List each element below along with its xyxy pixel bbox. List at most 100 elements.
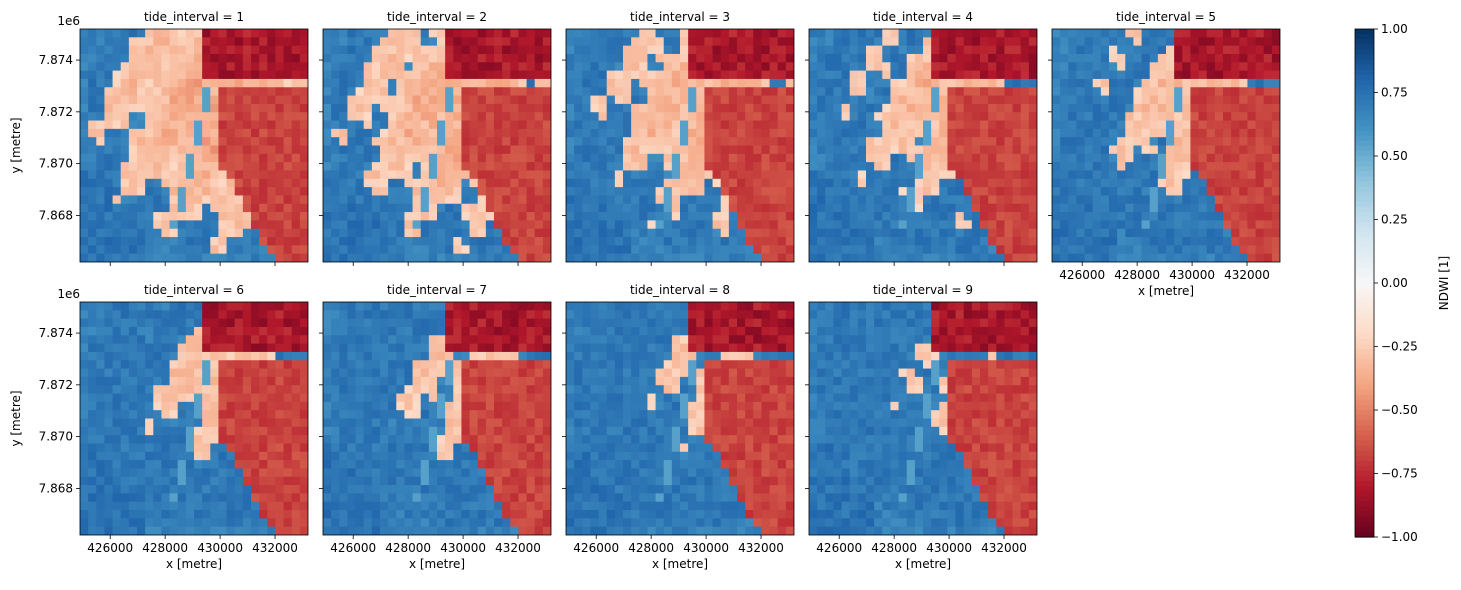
heatmap-cell [259,326,268,336]
heatmap-cell [112,170,122,180]
heatmap-cell [1068,178,1078,188]
heatmap-cell [485,128,495,138]
heatmap-cell [161,70,171,80]
heatmap-cell [663,70,673,80]
heatmap-cell [251,335,260,345]
heatmap-cell [267,443,277,453]
heatmap-cell [242,526,252,535]
heatmap-cell [1012,37,1022,47]
heatmap-cell [1182,112,1192,122]
heatmap-cell [1141,137,1151,147]
heatmap-cell [777,137,787,147]
heatmap-cell [137,485,146,494]
heatmap-cell [185,237,195,246]
heatmap-cell [1149,78,1159,88]
heatmap-cell [866,29,875,38]
heatmap-cell [955,53,965,63]
heatmap-cell [849,237,859,246]
heatmap-cell [1052,137,1061,147]
heatmap-cell [857,112,867,122]
heatmap-cell [291,343,301,353]
heatmap-cell [226,443,236,453]
heatmap-cell [980,245,989,255]
heatmap-cell [614,203,624,213]
heatmap-cell [655,103,665,113]
heatmap-cell [1092,162,1102,172]
heatmap-cell [242,485,252,494]
heatmap-cell [849,70,859,80]
heatmap-cell [445,351,454,361]
heatmap-cell [1060,153,1069,163]
heatmap-cell [234,401,244,411]
heatmap-cell [720,120,730,130]
heatmap-cell [542,112,551,122]
heatmap-cell [428,120,438,130]
heatmap-cell [542,103,551,113]
heatmap-cell [914,112,924,122]
heatmap-cell [1231,228,1240,238]
heatmap-cell [857,195,867,205]
heatmap-cell [728,237,738,246]
heatmap-cell [963,128,973,138]
heatmap-cell [502,87,511,97]
heatmap-cell [566,203,575,213]
heatmap-cell [502,335,511,345]
heatmap-cell [955,95,965,105]
heatmap-cell [882,120,892,130]
heatmap-cell [898,228,908,238]
heatmap-cell [323,137,332,147]
heatmap-cell [202,153,211,163]
heatmap-cell [510,37,520,47]
heatmap-cell [299,45,308,55]
heatmap-cell [194,245,203,255]
heatmap-cell [453,120,463,130]
heatmap-cell [80,318,89,328]
heatmap-cell [461,120,471,130]
heatmap-cell [841,137,851,147]
heatmap-cell [194,451,203,461]
heatmap-cell [1239,228,1249,238]
heatmap-cell [980,70,989,80]
heatmap-cell [1060,245,1069,255]
heatmap-cell [1028,145,1037,155]
heatmap-cell [631,178,640,188]
heatmap-cell [283,103,293,113]
heatmap-cell [1028,237,1037,246]
heatmap-cell [971,70,981,80]
heatmap-cell [866,87,875,97]
heatmap-cell [380,45,389,55]
heatmap-cell [1100,178,1110,188]
heatmap-cell [1182,253,1192,262]
heatmap-cell [371,253,381,262]
heatmap-cell [939,237,949,246]
heatmap-cell [1271,45,1280,55]
heatmap-cell [777,112,787,122]
heatmap-cell [680,237,689,246]
heatmap-cell [88,120,97,130]
heatmap-cell [598,253,608,262]
heatmap-cell [88,435,97,445]
heatmap-cell [923,187,932,197]
heatmap-cell [485,95,495,105]
heatmap-cell [785,203,794,213]
heatmap-cell [631,53,640,63]
heatmap-cell [371,212,381,221]
heatmap-cell [453,212,463,221]
heatmap-cell [267,376,277,386]
heatmap-cell [339,170,349,180]
heatmap-cell [996,128,1006,138]
heatmap-cell [704,162,714,172]
heatmap-cell [371,37,381,47]
heatmap-cell [518,70,528,80]
heatmap-cell [210,468,220,478]
heatmap-cell [461,343,471,353]
heatmap-cell [428,112,438,122]
heatmap-cell [947,103,957,113]
heatmap-cell [128,360,138,370]
heatmap-cell [1052,78,1061,88]
heatmap-cell [598,220,608,230]
heatmap-cell [980,37,989,47]
heatmap-cell [1182,70,1192,80]
heatmap-cell [1174,103,1183,113]
heatmap-cell [1100,228,1110,238]
